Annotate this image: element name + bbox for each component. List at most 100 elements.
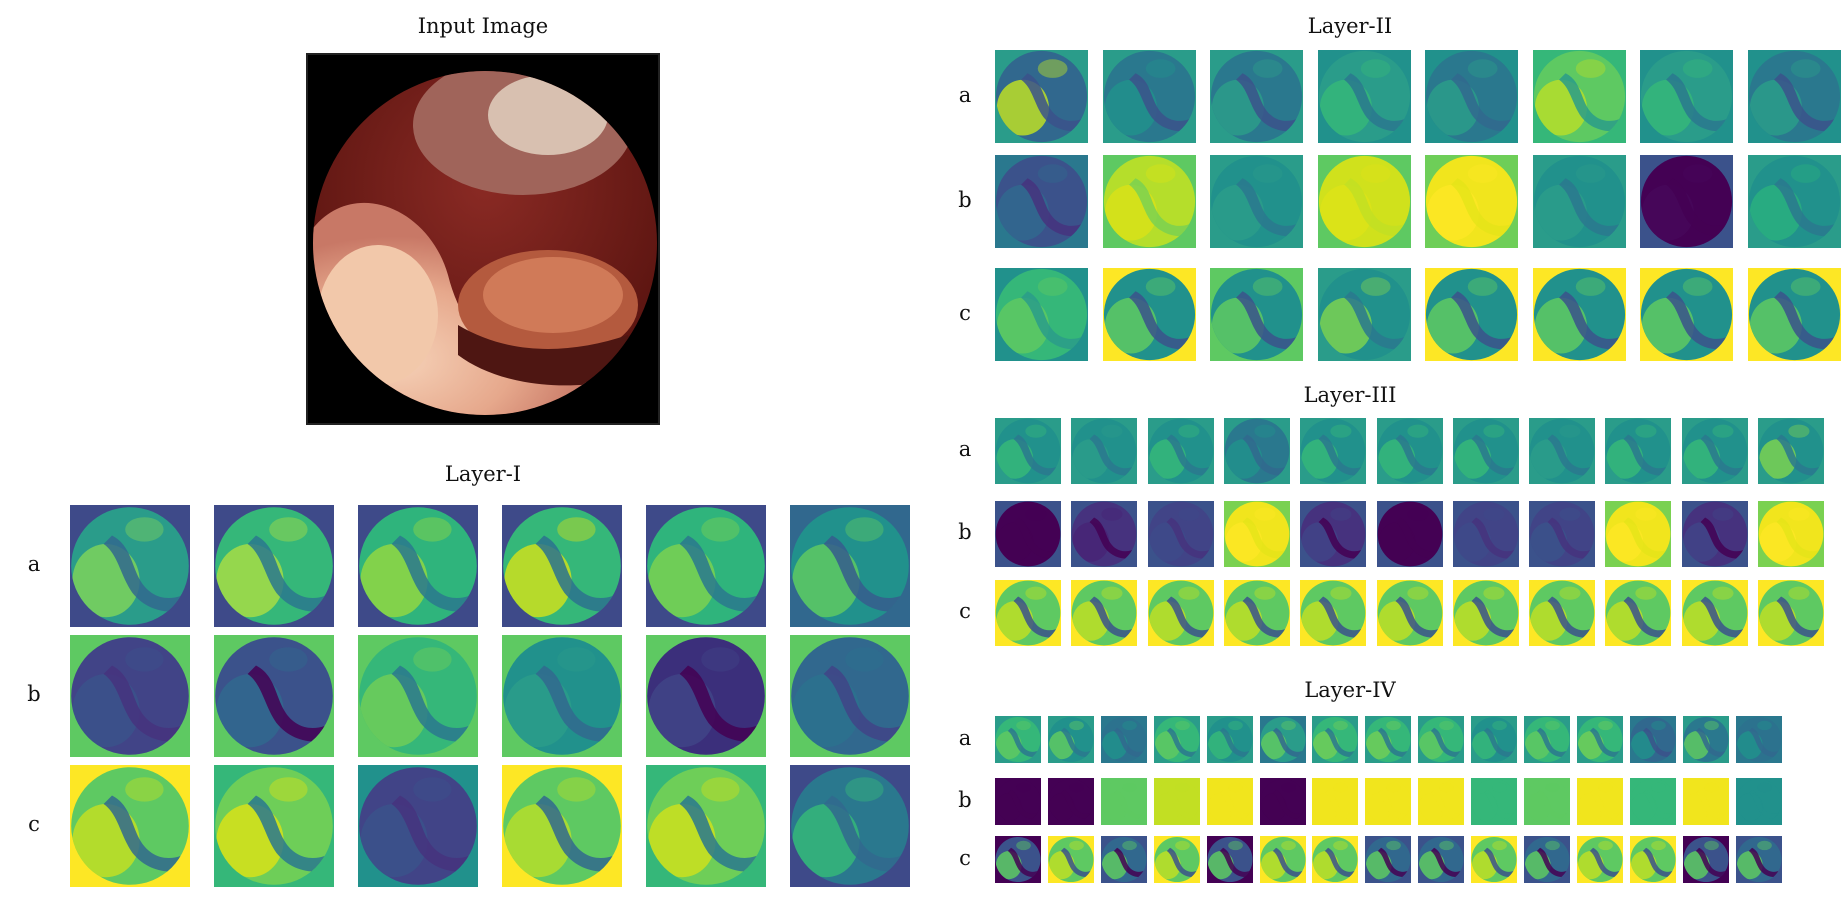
feature-map-iv-b-10: [1471, 778, 1517, 825]
layer-ii-title: Layer-II: [1307, 14, 1393, 38]
layer-iii-row-label-b: b: [958, 520, 972, 544]
feature-map-iii-a-11: [1758, 418, 1824, 484]
endoscopy-image: [308, 55, 658, 423]
feature-map-ii-c-5: [1425, 268, 1518, 361]
feature-map-i-b-1: [70, 635, 190, 757]
feature-map-ii-b-2: [1103, 155, 1196, 248]
feature-map-ii-c-8: [1748, 268, 1841, 361]
feature-map-iv-a-6: [1260, 716, 1306, 763]
feature-map-iii-b-10: [1682, 501, 1748, 567]
feature-map-iii-c-8: [1529, 580, 1595, 646]
feature-map-ii-c-1: [995, 268, 1088, 361]
feature-map-iv-a-3: [1101, 716, 1147, 763]
feature-map-iv-b-12: [1577, 778, 1623, 825]
feature-map-iv-c-11: [1524, 836, 1570, 883]
feature-map-iii-a-8: [1529, 418, 1595, 484]
feature-map-iv-b-6: [1260, 778, 1306, 825]
layer-iv-row-label-a: a: [958, 725, 972, 750]
feature-map-iii-b-9: [1605, 501, 1671, 567]
feature-map-iii-a-7: [1453, 418, 1519, 484]
feature-map-ii-a-8: [1748, 50, 1841, 143]
feature-map-iii-a-9: [1605, 418, 1671, 484]
feature-map-iii-c-7: [1453, 580, 1519, 646]
feature-map-iv-c-3: [1101, 836, 1147, 883]
feature-map-iii-c-10: [1682, 580, 1748, 646]
feature-map-i-c-2: [214, 765, 334, 887]
feature-map-iv-c-12: [1577, 836, 1623, 883]
feature-map-iv-c-4: [1154, 836, 1200, 883]
feature-map-iv-b-5: [1207, 778, 1253, 825]
feature-map-ii-b-1: [995, 155, 1088, 248]
feature-map-iv-a-13: [1630, 716, 1676, 763]
layer-i-row-label-a: a: [27, 552, 41, 576]
layer-iv-row-label-b: b: [958, 787, 972, 812]
input-image: [306, 53, 660, 425]
feature-map-iv-a-14: [1683, 716, 1729, 763]
feature-map-i-b-6: [790, 635, 910, 757]
feature-map-i-a-1: [70, 505, 190, 627]
feature-map-ii-b-8: [1748, 155, 1841, 248]
feature-map-iv-a-8: [1365, 716, 1411, 763]
feature-map-ii-a-6: [1533, 50, 1626, 143]
feature-map-iii-c-3: [1148, 580, 1214, 646]
feature-map-iv-a-4: [1154, 716, 1200, 763]
feature-map-iv-a-9: [1418, 716, 1464, 763]
feature-map-i-a-5: [646, 505, 766, 627]
feature-map-i-b-2: [214, 635, 334, 757]
feature-map-iv-a-1: [995, 716, 1041, 763]
feature-map-ii-a-3: [1210, 50, 1303, 143]
layer-ii-row-label-b: b: [958, 187, 972, 212]
feature-map-ii-b-5: [1425, 155, 1518, 248]
feature-map-iii-c-4: [1224, 580, 1290, 646]
feature-map-ii-a-7: [1640, 50, 1733, 143]
feature-map-i-c-6: [790, 765, 910, 887]
feature-map-iv-c-8: [1365, 836, 1411, 883]
feature-map-iv-b-1: [995, 778, 1041, 825]
feature-map-ii-b-3: [1210, 155, 1303, 248]
feature-map-iii-b-4: [1224, 501, 1290, 567]
feature-map-iii-a-3: [1148, 418, 1214, 484]
feature-map-iv-c-14: [1683, 836, 1729, 883]
layer-i-row-label-c: c: [28, 812, 40, 836]
feature-map-iii-a-5: [1300, 418, 1366, 484]
feature-map-i-a-4: [502, 505, 622, 627]
feature-map-ii-c-4: [1318, 268, 1411, 361]
feature-map-ii-b-6: [1533, 155, 1626, 248]
feature-map-i-b-4: [502, 635, 622, 757]
feature-map-iv-a-15: [1736, 716, 1782, 763]
feature-map-iii-c-1: [995, 580, 1061, 646]
feature-map-iv-b-11: [1524, 778, 1570, 825]
feature-map-ii-c-7: [1640, 268, 1733, 361]
feature-map-i-c-3: [358, 765, 478, 887]
feature-map-iv-b-9: [1418, 778, 1464, 825]
feature-map-ii-b-7: [1640, 155, 1733, 248]
feature-map-iv-a-2: [1048, 716, 1094, 763]
feature-map-ii-c-3: [1210, 268, 1303, 361]
feature-map-ii-a-1: [995, 50, 1088, 143]
feature-map-iii-a-10: [1682, 418, 1748, 484]
feature-map-iv-a-10: [1471, 716, 1517, 763]
feature-map-iii-b-8: [1529, 501, 1595, 567]
feature-map-iii-b-5: [1300, 501, 1366, 567]
feature-map-i-b-5: [646, 635, 766, 757]
layer-iv-title: Layer-IV: [1304, 678, 1396, 702]
feature-map-iv-c-7: [1312, 836, 1358, 883]
feature-map-iii-b-6: [1377, 501, 1443, 567]
layer-ii-row-label-c: c: [959, 300, 971, 325]
feature-map-iv-a-12: [1577, 716, 1623, 763]
feature-map-i-a-3: [358, 505, 478, 627]
feature-map-iv-a-11: [1524, 716, 1570, 763]
feature-map-iv-c-15: [1736, 836, 1782, 883]
feature-map-iii-b-2: [1071, 501, 1137, 567]
feature-map-iii-c-11: [1758, 580, 1824, 646]
feature-map-iii-c-5: [1300, 580, 1366, 646]
feature-map-ii-a-5: [1425, 50, 1518, 143]
feature-map-iv-a-7: [1312, 716, 1358, 763]
feature-map-i-c-1: [70, 765, 190, 887]
layer-iv-row-label-c: c: [959, 845, 971, 870]
feature-map-ii-b-4: [1318, 155, 1411, 248]
feature-map-iv-c-10: [1471, 836, 1517, 883]
feature-map-iv-b-2: [1048, 778, 1094, 825]
feature-map-iii-b-3: [1148, 501, 1214, 567]
feature-map-iv-a-5: [1207, 716, 1253, 763]
